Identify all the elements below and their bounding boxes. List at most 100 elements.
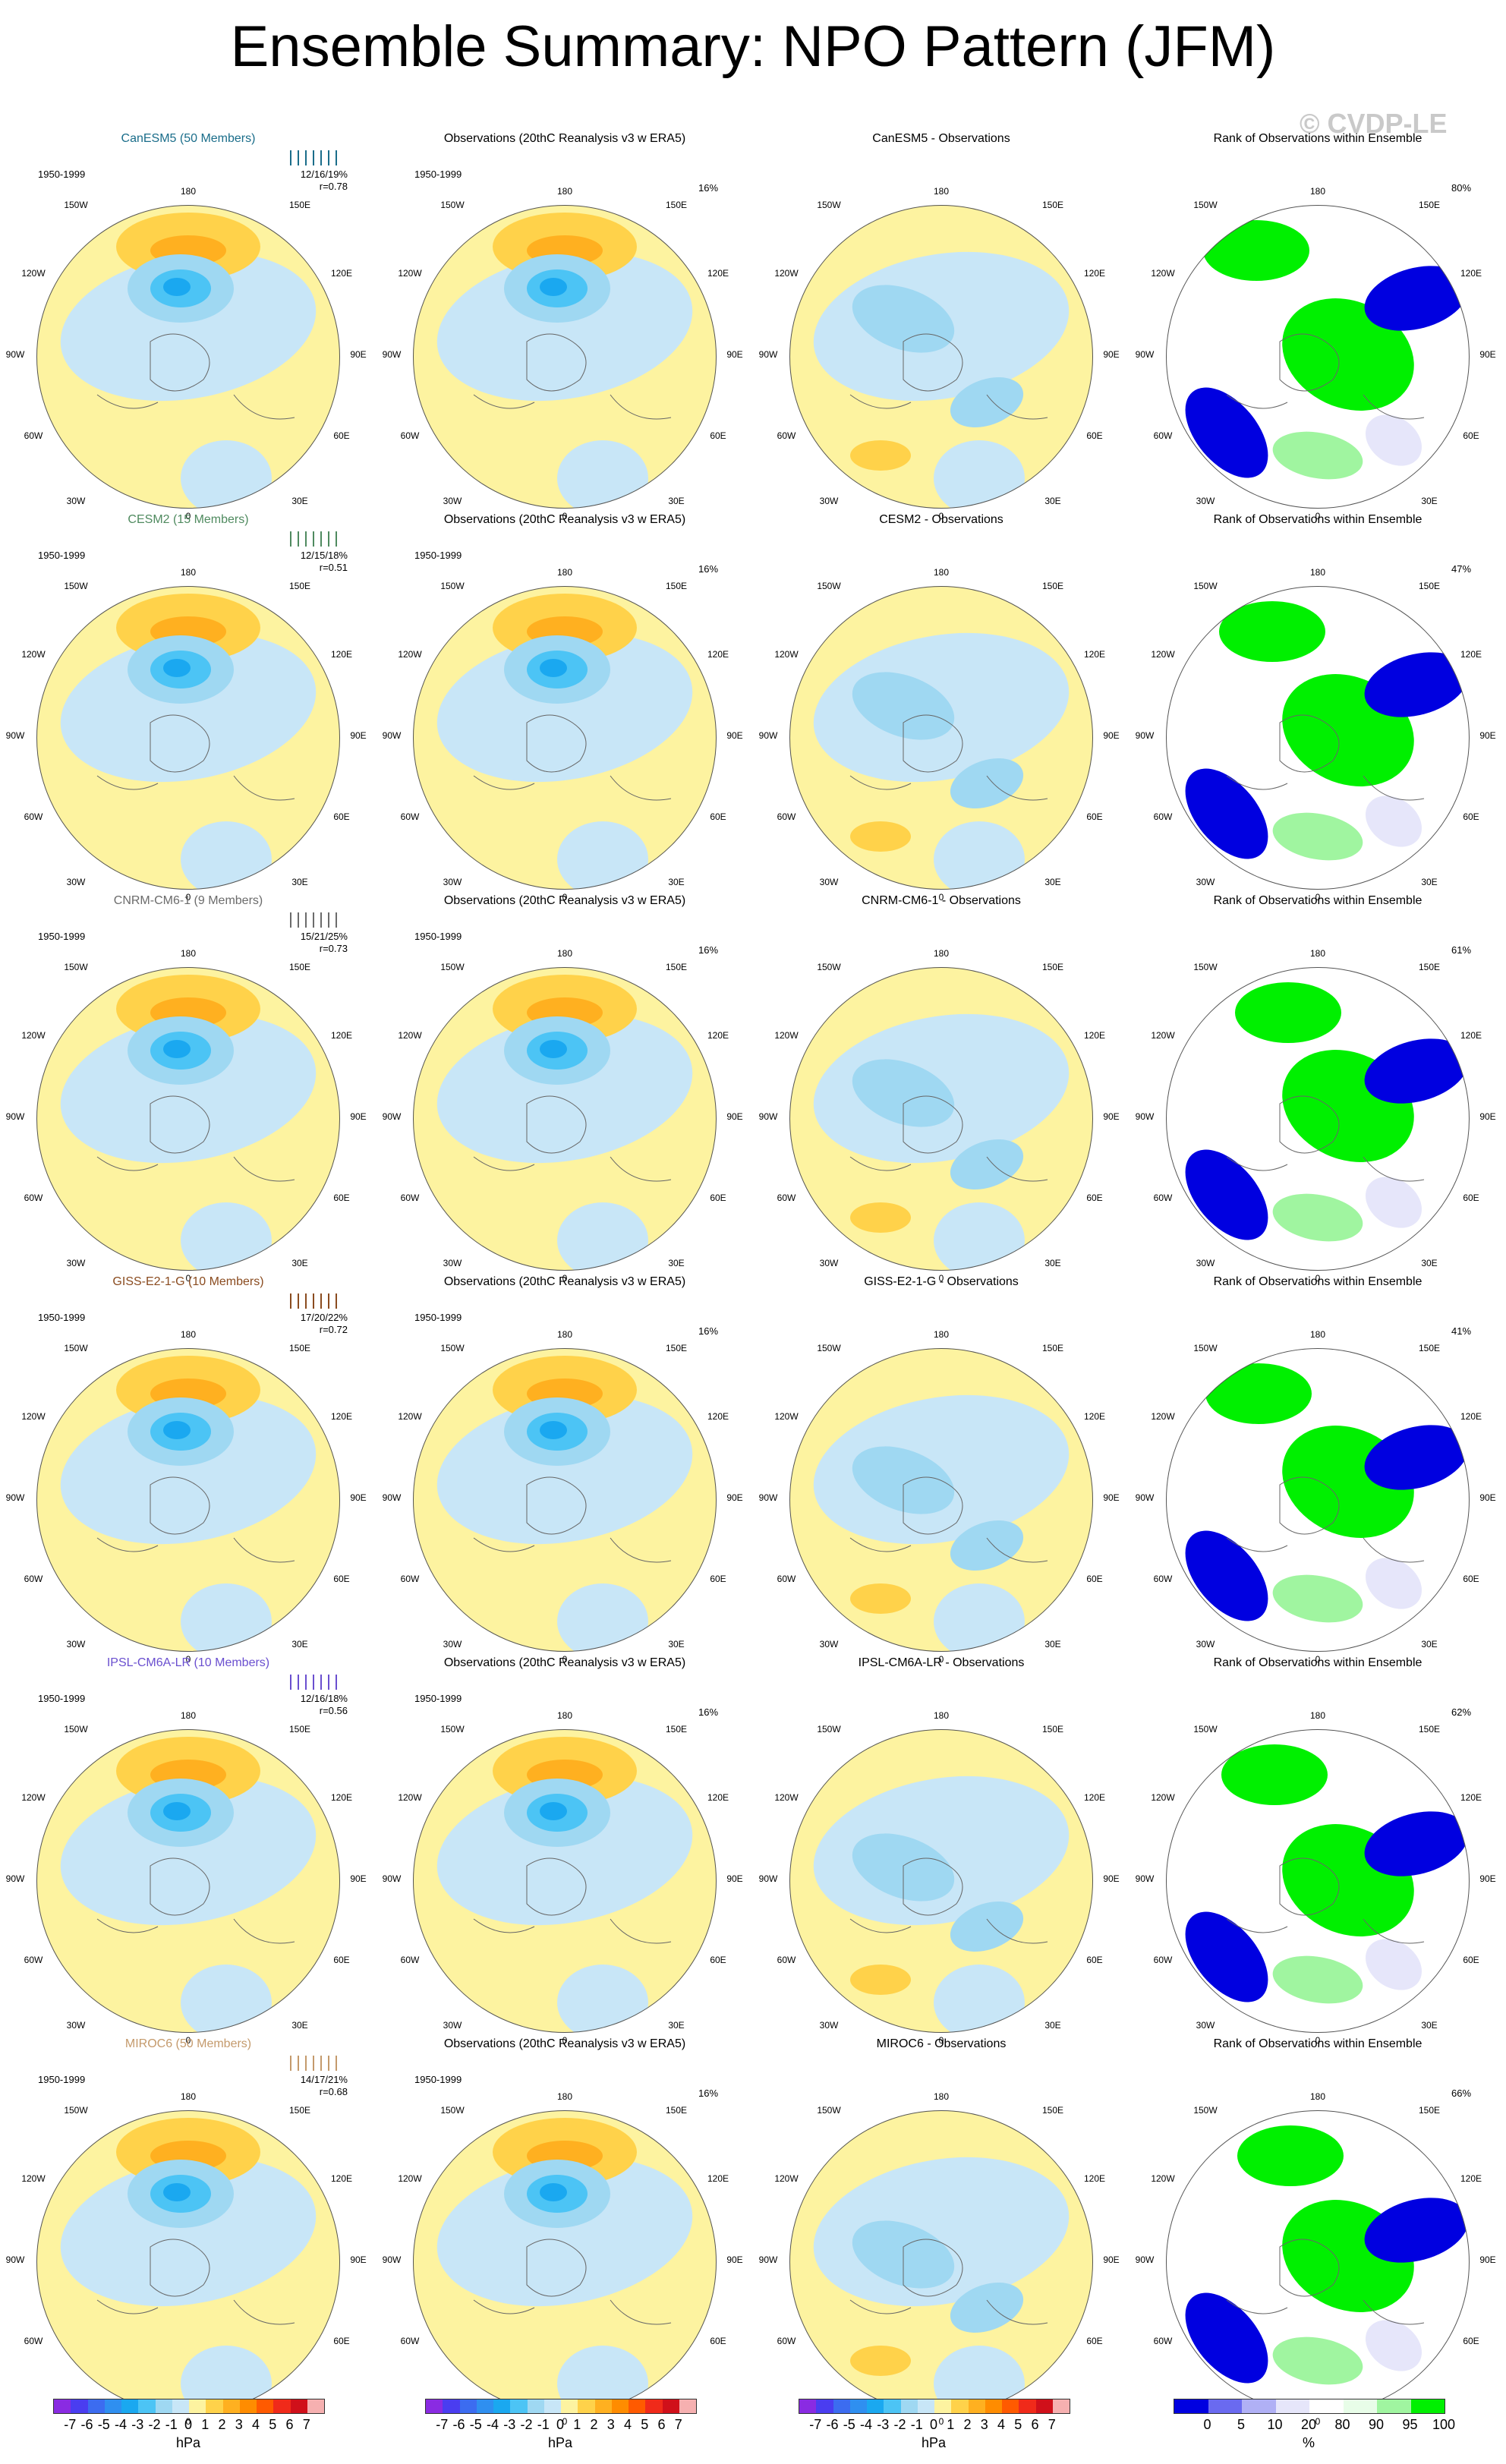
longitude-label: 30W (443, 877, 462, 887)
model-map (36, 2110, 340, 2414)
negative-anomaly-region (60, 1013, 317, 1164)
longitude-label: 120W (774, 1030, 799, 1041)
map-border (36, 586, 340, 890)
period-label: 1950-1999 (414, 1312, 462, 1323)
longitude-label: 120W (398, 1792, 422, 1803)
colorbar-label: -5 (843, 2417, 855, 2432)
rank-region (1272, 812, 1363, 861)
variance-explained: 16% (698, 2087, 719, 2099)
longitude-label: 150E (665, 200, 688, 210)
longitude-label: 90E (350, 349, 367, 360)
longitude-label: 90E (726, 349, 743, 360)
colorbar-cell (1343, 2399, 1377, 2413)
colorbar-cell (679, 2399, 696, 2413)
pattern-correlation: r=0.72 (319, 1324, 348, 1335)
longitude-label: 30E (291, 1258, 308, 1268)
longitude-label: 30W (443, 496, 462, 506)
longitude-label: 90W (758, 349, 778, 360)
colorbar-unit: hPa (547, 2435, 573, 2450)
longitude-label: 0 (562, 892, 568, 903)
colorbar-label: -3 (877, 2417, 890, 2432)
colorbar-label: 80 (1334, 2417, 1350, 2432)
colorbar-labels: -7 -6 -5 -4 -3 -2 -1 0 1 2 3 4 5 6 7 (799, 2417, 1069, 2432)
longitude-label: 90W (382, 349, 402, 360)
colorbar-label: 1 (947, 2417, 955, 2432)
negative-anomaly-region (950, 758, 1024, 808)
pattern-correlation: r=0.73 (319, 943, 348, 954)
negative-anomaly-region (950, 1139, 1024, 1189)
longitude-label: 180 (180, 1710, 197, 1721)
colorbar-cell (662, 2399, 679, 2413)
colorbar-cell (1208, 2399, 1242, 2413)
rank-region (1185, 1149, 1268, 1240)
member-tick (320, 150, 322, 165)
colorbar-label: 7 (1048, 2417, 1056, 2432)
longitude-label: 120E (330, 1030, 353, 1041)
longitude-label: 150W (817, 581, 841, 591)
longitude-label: 0 (562, 1654, 568, 1665)
longitude-label: 0 (185, 1654, 191, 1665)
member-tick (290, 531, 291, 547)
rank-region (1365, 2320, 1423, 2371)
colorbar-label: -1 (537, 2417, 550, 2432)
colorbar-cell (121, 2399, 139, 2413)
colorbar-cell (459, 2399, 477, 2413)
colorbar-cell (833, 2399, 850, 2413)
member-tick (305, 2056, 307, 2071)
panel-title: IPSL-CM6A-LR (10 Members) (106, 1656, 270, 1669)
rank-region (1364, 1425, 1469, 1490)
colorbar-label: 100 (1432, 2417, 1456, 2432)
colorbar-label: -3 (503, 2417, 516, 2432)
rank-region (1365, 1558, 1423, 1609)
longitude-label: 150W (1193, 200, 1218, 210)
panel-title: Rank of Observations within Ensemble (1213, 513, 1423, 526)
longitude-label: 120E (707, 2173, 729, 2184)
longitude-label: 90E (1103, 1873, 1120, 1884)
longitude-label: 120W (1151, 1792, 1175, 1803)
colorbar-label: 6 (285, 2417, 294, 2432)
colorbar-unit: hPa (921, 2435, 947, 2450)
panel-title: CanESM5 - Observations (872, 132, 1010, 145)
longitude-label: 60E (1463, 430, 1479, 441)
rank-region (1221, 1744, 1328, 1805)
rank-region (1365, 796, 1423, 847)
longitude-label: 180 (933, 2091, 950, 2102)
longitude-label: 60E (710, 1955, 726, 1965)
longitude-label: 120W (21, 1411, 46, 1422)
longitude-label: 0 (938, 2035, 944, 2046)
longitude-label: 120W (774, 268, 799, 279)
colorbar-cell (1019, 2399, 1036, 2413)
negative-anomaly-region (540, 1040, 567, 1058)
obs-map (413, 586, 717, 890)
rank-region (1364, 266, 1469, 331)
colorbar: 0 5 10 20 80 90 95 100% (1174, 2399, 1455, 2450)
negative-anomaly-region (60, 2157, 317, 2307)
colorbar-label: -2 (893, 2417, 906, 2432)
longitude-label: 120E (1460, 2173, 1482, 2184)
panel-title: IPSL-CM6A-LR - Observations (858, 1656, 1025, 1669)
panel-title: GISS-E2-1-G (10 Members) (112, 1275, 264, 1288)
map-border (789, 967, 1093, 1271)
colorbar-cell (426, 2399, 443, 2413)
model-map (36, 1348, 340, 1652)
rank-region (1219, 601, 1325, 662)
longitude-label: 120E (330, 268, 353, 279)
negative-anomaly-region (852, 672, 955, 740)
negative-anomaly-region (436, 251, 693, 402)
colorbar-cell (968, 2399, 985, 2413)
member-tick (298, 531, 299, 547)
longitude-label: 30W (819, 1258, 839, 1268)
colorbar-label: 0 (556, 2417, 565, 2432)
variance-range: 17/20/22% (300, 1312, 348, 1323)
variance-range: 14/17/21% (300, 2074, 348, 2085)
negative-anomaly-region (436, 1776, 693, 1926)
longitude-label: 150E (1418, 200, 1441, 210)
coastline (849, 714, 1048, 801)
period-label: 1950-1999 (38, 550, 86, 561)
rank-percent: 66% (1451, 2087, 1472, 2099)
diff-panel: CNRM-CM6-1 - Observations 180 150E 120E 90E 6… (753, 884, 1130, 1284)
colorbar-cells (799, 2399, 1070, 2414)
positive-anomaly-region (850, 440, 911, 471)
longitude-label: 120W (398, 268, 422, 279)
longitude-label: 30W (1196, 1639, 1215, 1649)
